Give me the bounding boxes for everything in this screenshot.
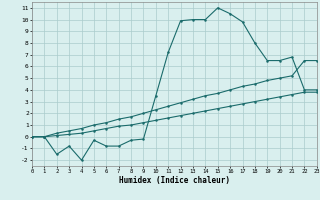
X-axis label: Humidex (Indice chaleur): Humidex (Indice chaleur) xyxy=(119,176,230,185)
